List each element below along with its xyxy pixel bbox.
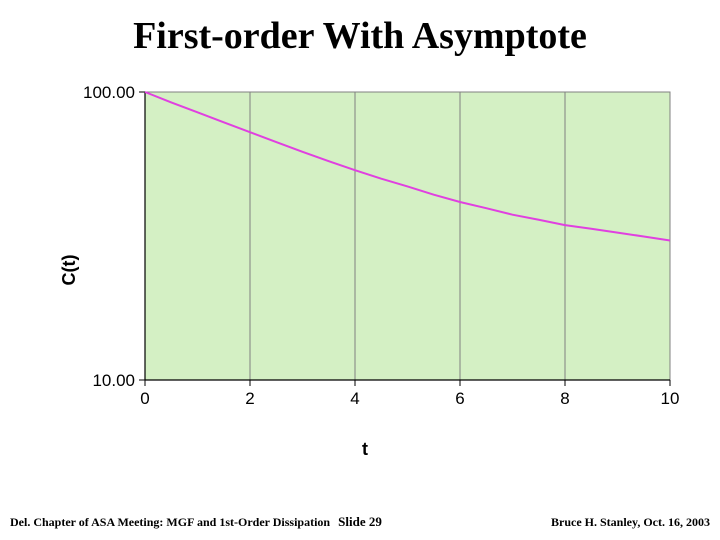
x-tick-label: 8 (560, 389, 569, 408)
plot-area (145, 92, 670, 380)
chart: C(t) 0 2 4 6 8 10 10.00 100.00 t (50, 80, 680, 460)
x-tick-label: 2 (245, 389, 254, 408)
y-tick-label: 100.00 (83, 83, 135, 102)
slide: First-order With Asymptote C(t) 0 2 4 6 8 10 1… (0, 0, 720, 540)
footer-right: Bruce H. Stanley, Oct. 16, 2003 (551, 515, 710, 530)
y-tick-label: 10.00 (92, 371, 135, 390)
x-axis-label: t (50, 439, 680, 460)
x-tick-label: 10 (661, 389, 680, 408)
x-tick-label: 4 (350, 389, 359, 408)
chart-svg: 0 2 4 6 8 10 10.00 100.00 (50, 80, 680, 440)
x-tick-label: 0 (140, 389, 149, 408)
slide-title: First-order With Asymptote (0, 14, 720, 58)
x-tick-label: 6 (455, 389, 464, 408)
y-axis-label: C(t) (59, 255, 80, 286)
